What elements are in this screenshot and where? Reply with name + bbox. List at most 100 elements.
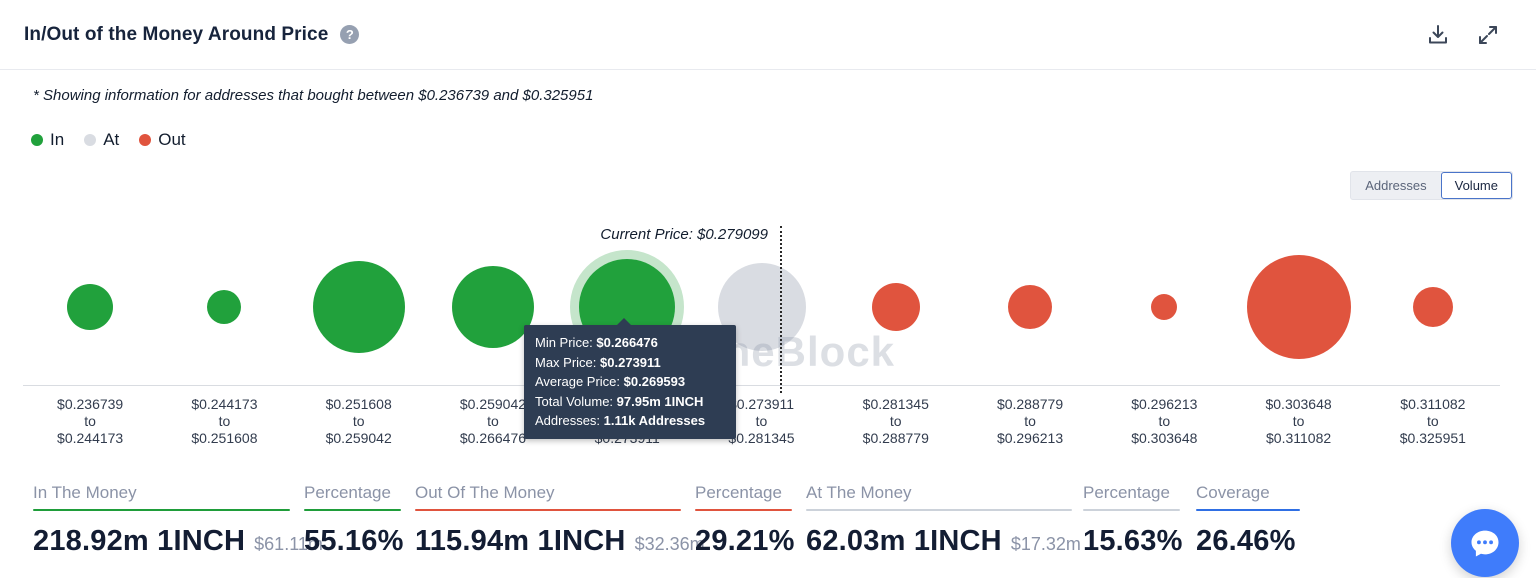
stat-label: At The Money — [806, 483, 912, 502]
bucket-to: $0.325951 — [1399, 430, 1466, 446]
stat-underline — [806, 509, 1072, 511]
tooltip-row: Addresses: 1.11k Addresses — [535, 411, 725, 431]
stat-main-value: 62.03m 1INCH — [806, 525, 1002, 557]
stat-coverage-7: Coverage 26.46% — [1196, 482, 1300, 558]
tooltip-row: Min Price: $0.266476 — [535, 333, 725, 353]
bucket-from: $0.288779 — [996, 396, 1064, 412]
stat-value: 26.46% — [1196, 525, 1300, 558]
bucket-from: $0.311082 — [1400, 396, 1466, 412]
legend-item-in[interactable]: In — [31, 130, 64, 150]
bucket-from: $0.296213 — [1131, 396, 1198, 412]
stat-main-value: 26.46% — [1196, 525, 1296, 557]
current-price-label: Current Price: $0.279099 — [600, 226, 768, 243]
bucket-from: $0.251608 — [325, 396, 392, 412]
chat-launcher-button[interactable] — [1451, 509, 1519, 577]
bubble-in-4[interactable] — [451, 266, 534, 348]
bucket-separator: to — [84, 413, 96, 429]
bucket-to: $0.311082 — [1266, 430, 1332, 446]
stat-label: Percentage — [695, 483, 782, 502]
stat-main-value: 218.92m 1INCH — [33, 525, 246, 557]
bubble-in-2[interactable] — [207, 290, 242, 324]
tooltip-label: Min Price: — [535, 335, 593, 350]
bubble-out-10[interactable] — [1246, 255, 1351, 359]
stat-percentage-2: Percentage 55.16% — [304, 482, 404, 558]
bucket-separator: to — [755, 413, 768, 429]
stat-in-the-money-1: In The Money 218.92m 1INCH $61.11m — [33, 482, 323, 558]
bubble-in-1[interactable] — [67, 284, 114, 330]
x-axis-label-8: $0.288779 to $0.296213 — [960, 396, 1100, 447]
tooltip-value: $0.269593 — [623, 374, 686, 389]
stat-underline — [33, 509, 290, 511]
x-axis-label-4: $0.259042 to $0.266476 — [423, 396, 563, 447]
stat-label: Percentage — [1083, 483, 1170, 502]
stat-value: 115.94m 1INCH $32.36m — [415, 525, 705, 558]
stat-main-value: 15.63% — [1083, 525, 1183, 557]
tooltip-value: $0.266476 — [596, 335, 658, 350]
bucket-to: $0.281345 — [728, 430, 795, 446]
bucket-separator: to — [218, 413, 231, 429]
bucket-to: $0.303648 — [1131, 430, 1198, 446]
tooltip-label: Addresses: — [535, 413, 601, 428]
stat-main-value: 115.94m 1INCH — [415, 525, 626, 557]
bucket-from: $0.273911 — [728, 396, 795, 412]
chat-bubble-icon — [1471, 530, 1499, 557]
bucket-to: $0.288779 — [862, 430, 929, 446]
stat-underline — [304, 509, 401, 511]
bucket-separator: to — [889, 413, 902, 429]
bucket-from: $0.303648 — [1265, 396, 1332, 412]
bucket-to: $0.266476 — [459, 430, 527, 446]
legend-label: Out — [158, 130, 186, 149]
stat-value: 218.92m 1INCH $61.11m — [33, 525, 323, 558]
bubble-out-11[interactable] — [1412, 287, 1453, 327]
bubble-out-8[interactable] — [1008, 285, 1053, 329]
bubble-out-7[interactable] — [871, 283, 920, 331]
legend-item-at[interactable]: At — [84, 130, 119, 150]
stat-label: Coverage — [1196, 483, 1270, 502]
stat-underline — [695, 509, 792, 511]
bucket-from: $0.236739 — [57, 396, 124, 412]
summary-stats: In The Money 218.92m 1INCH $61.11m Percenta… — [0, 482, 1536, 578]
bucket-to: $0.244173 — [57, 430, 124, 446]
x-axis-label-7: $0.281345 to $0.288779 — [826, 396, 966, 447]
toggle-volume[interactable]: Volume — [1440, 172, 1512, 199]
tooltip-label: Average Price: — [535, 374, 621, 389]
stat-sub-value: $61.11m — [254, 534, 323, 554]
x-axis-label-2: $0.244173 to $0.251608 — [154, 396, 294, 447]
tooltip-row: Max Price: $0.273911 — [535, 353, 725, 373]
help-icon[interactable]: ? — [340, 25, 360, 44]
tooltip-row: Total Volume: 97.95m 1INCH — [535, 392, 725, 412]
expand-icon[interactable] — [1476, 23, 1500, 47]
stat-label: Out Of The Money — [415, 483, 555, 502]
stat-sub-value: $17.32m — [1010, 534, 1081, 554]
stat-label: In The Money — [33, 483, 137, 502]
x-axis-label-3: $0.251608 to $0.259042 — [289, 396, 429, 447]
bucket-from: $0.259042 — [459, 396, 527, 412]
bucket-separator: to — [1427, 413, 1439, 429]
stat-underline — [1196, 509, 1300, 511]
stat-percentage-6: Percentage 15.63% — [1083, 482, 1183, 558]
bubble-out-9[interactable] — [1151, 294, 1178, 320]
legend-item-out[interactable]: Out — [139, 130, 186, 150]
bucket-separator: to — [487, 413, 499, 429]
bucket-to: $0.259042 — [325, 430, 392, 446]
in-dot-icon — [31, 134, 43, 146]
download-icon[interactable] — [1426, 23, 1450, 47]
bubble-in-3[interactable] — [312, 261, 405, 353]
stat-value: 62.03m 1INCH $17.32m — [806, 525, 1081, 558]
widget-header: In/Out of the Money Around Price ? — [0, 0, 1536, 70]
current-price-line — [780, 226, 782, 393]
stat-sub-value: $32.36m — [634, 534, 705, 554]
bucket-from: $0.244173 — [191, 396, 258, 412]
stat-main-value: 55.16% — [304, 525, 404, 557]
tooltip-label: Total Volume: — [535, 393, 614, 409]
bucket-to: $0.296213 — [996, 430, 1064, 446]
legend-label: In — [50, 130, 65, 149]
tooltip-value: 1.11k Addresses — [603, 413, 706, 428]
stat-percentage-4: Percentage 29.21% — [695, 482, 794, 558]
toggle-addresses[interactable]: Addresses — [1351, 172, 1440, 199]
bucket-separator: to — [1292, 413, 1305, 429]
x-axis-label-10: $0.303648 to $0.311082 — [1229, 396, 1369, 447]
x-axis-line — [23, 385, 1500, 386]
view-toggle: Addresses Volume — [1350, 171, 1513, 200]
